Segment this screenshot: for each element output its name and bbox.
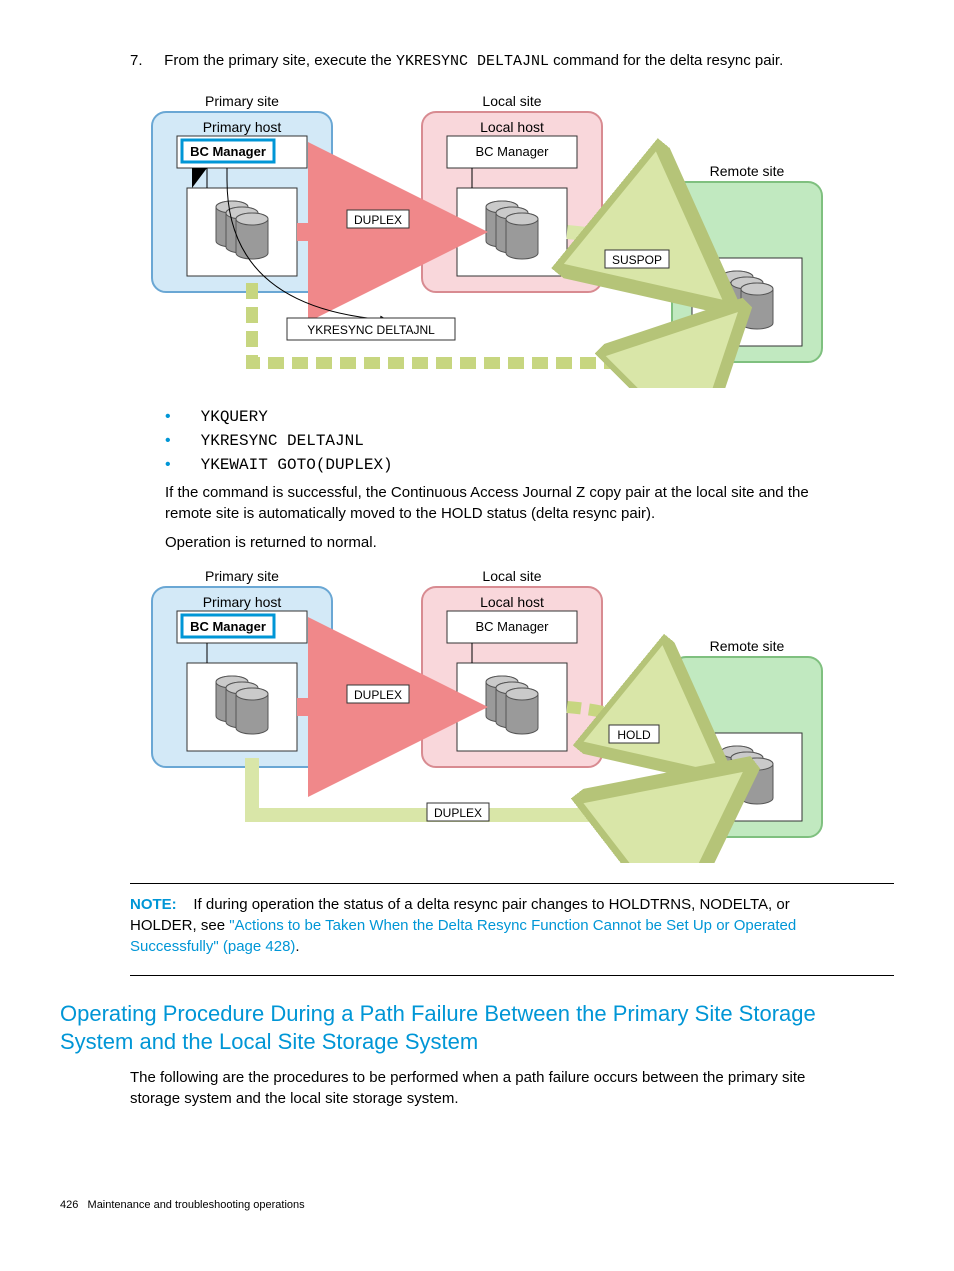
step-number: 7. — [130, 50, 160, 71]
d2-local-host-label: Local host — [480, 594, 544, 610]
bullet-text: YKRESYNC DELTAJNL — [201, 432, 364, 450]
d2-primary-site-label: Primary site — [205, 568, 279, 584]
d1-primary-host-label: Primary host — [203, 119, 282, 135]
d1-remote-site-label: Remote site — [710, 163, 785, 179]
bullet-item: • YKRESYNC DELTAJNL — [165, 432, 894, 450]
d1-bc-manager-primary: BC Manager — [190, 144, 266, 159]
d1-local-site-label: Local site — [482, 93, 541, 109]
bullet-dot-icon: • — [165, 433, 171, 449]
d1-primary-site-label: Primary site — [205, 93, 279, 109]
step-line: 7. From the primary site, execute the YK… — [130, 50, 894, 72]
section-heading: Operating Procedure During a Path Failur… — [60, 1000, 854, 1055]
diagram-2: Primary site Primary host BC Manager Loc… — [127, 563, 827, 863]
section-paragraph: The following are the procedures to be p… — [130, 1067, 854, 1109]
d1-suspop-label: SUSPOP — [612, 253, 662, 267]
d2-local-site-label: Local site — [482, 568, 541, 584]
bullet-item: • YKQUERY — [165, 408, 894, 426]
d2-remote-site-label: Remote site — [710, 638, 785, 654]
note-divider-top — [130, 883, 894, 884]
step-command: YKRESYNC DELTAJNL — [396, 53, 549, 70]
command-bullets: • YKQUERY • YKRESYNC DELTAJNL • YKEWAIT … — [165, 408, 894, 474]
step-text-after: command for the delta resync pair. — [549, 52, 783, 69]
note-divider-bottom — [130, 975, 894, 976]
d1-duplex-label: DUPLEX — [354, 213, 402, 227]
note-block: NOTE: If during operation the status of … — [130, 894, 854, 957]
d2-duplex-label: DUPLEX — [354, 688, 402, 702]
diagram-1: Primary site Primary host BC Manager Loc… — [127, 88, 827, 388]
note-text-after: . — [295, 938, 299, 955]
d2-bc-manager-local: BC Manager — [476, 619, 550, 634]
note-link[interactable]: "Actions to be Taken When the Delta Resy… — [130, 917, 796, 955]
step-text-before: From the primary site, execute the — [164, 52, 396, 69]
bullet-text: YKEWAIT GOTO(DUPLEX) — [201, 456, 393, 474]
footer-page-number: 426 — [60, 1199, 78, 1211]
paragraph-2: Operation is returned to normal. — [165, 532, 854, 553]
d2-bc-manager-primary: BC Manager — [190, 619, 266, 634]
d1-bc-manager-local: BC Manager — [476, 144, 550, 159]
bullet-text: YKQUERY — [201, 408, 268, 426]
bullet-item: • YKEWAIT GOTO(DUPLEX) — [165, 456, 894, 474]
d2-duplex-bottom: DUPLEX — [434, 806, 482, 820]
page-footer: 426 Maintenance and troubleshooting oper… — [60, 1199, 894, 1211]
d1-command-box: YKRESYNC DELTAJNL — [307, 323, 435, 337]
d2-primary-host-label: Primary host — [203, 594, 282, 610]
d2-hold-label: HOLD — [617, 728, 651, 742]
d1-local-host-label: Local host — [480, 119, 544, 135]
paragraph-1: If the command is successful, the Contin… — [165, 482, 854, 524]
bullet-dot-icon: • — [165, 457, 171, 473]
bullet-dot-icon: • — [165, 409, 171, 425]
footer-title: Maintenance and troubleshooting operatio… — [88, 1199, 305, 1211]
note-label: NOTE: — [130, 896, 177, 913]
